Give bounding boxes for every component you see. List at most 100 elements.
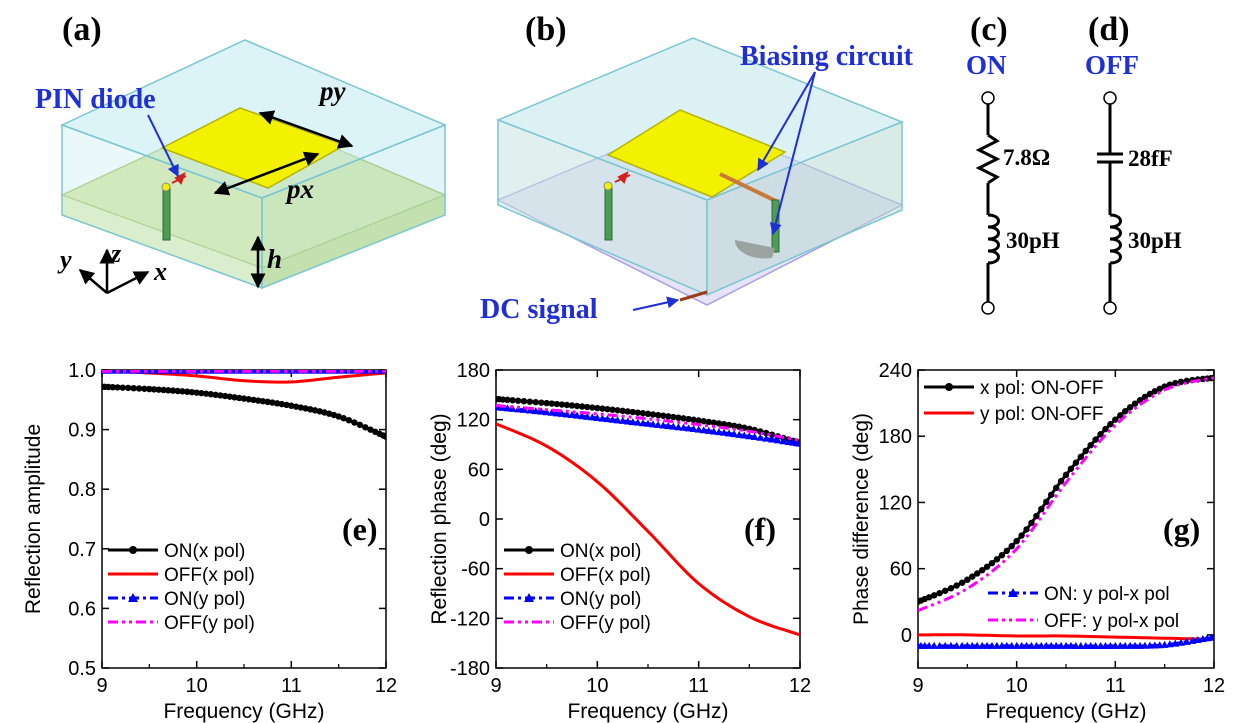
data-point [644,410,652,418]
data-point [250,396,257,404]
dim-px-label: px [285,174,314,204]
x-axis-label: Frequency (GHz) [985,700,1146,723]
data-point [552,409,561,417]
data-point [198,389,205,397]
y-tick-label: 180 [457,360,490,382]
data-point [1082,447,1089,455]
data-point [207,391,215,398]
data-point [212,391,219,399]
data-point [745,432,754,440]
data-point [169,387,177,394]
data-point [614,407,621,414]
panel-a-unit-cell: (a) py px h PIN diode y z x [35,11,447,295]
y-tick-label: 60 [468,459,490,481]
data-point [1097,431,1104,438]
y-tick-label: 120 [879,492,912,514]
unit-cell-figure: (a) py px h PIN diode y z x [35,11,1182,325]
data-point [273,400,281,407]
data-point [184,388,191,395]
y-tick-label: -180 [450,658,490,680]
x-tick-label: 11 [688,675,709,697]
legend-item-x-pol-on-off: x pol: ON-OFF [924,378,1104,399]
data-point [930,592,938,599]
data-point [649,420,658,428]
data-point [736,423,743,430]
data-point [685,415,692,423]
data-point [947,585,955,592]
y-tick-label: 180 [879,426,912,448]
data-point [725,421,733,429]
data-point [269,399,276,406]
data-point [1131,400,1139,407]
data-point [584,403,591,411]
data-point [532,398,539,406]
data-point [283,401,290,409]
data-point [768,435,777,443]
data-point [578,403,586,410]
data-point [694,425,703,433]
coordinate-axes: y z x [57,239,167,295]
data-point [562,410,571,418]
data-point [292,403,300,410]
data-point [135,385,143,392]
x-tick-label: 12 [375,675,397,697]
data-point [1028,519,1035,527]
data-point [335,413,342,420]
data-point [547,408,556,416]
panel-label: (f) [744,511,776,547]
data-point [941,641,950,649]
legend-item-off-y-pol: OFF(y pol) [504,613,651,634]
legend-item-y-pol-on-off: y pol: ON-OFF [924,404,1104,425]
y-axis-label: Reflection amplitude [22,424,45,614]
via-b [604,187,613,241]
data-point [1077,453,1084,460]
legend-label: OFF(x pol) [560,565,651,586]
data-point [669,422,678,430]
pin-diode-label: PIN diode [35,84,156,115]
y-tick-label: 240 [879,360,912,382]
biasing-line [719,172,777,203]
data-point [654,420,663,428]
series-line-on-x-pol [102,385,386,439]
data-point [345,417,353,424]
x-tick-label: 12 [789,675,811,697]
data-point [593,414,602,422]
legend-item-off-y-pol-x-pol: OFF: y pol-x pol [988,611,1179,632]
data-point [526,398,534,405]
x-tick-label: 10 [1006,675,1028,697]
legend-item-on-x-pol: ON(x pol) [108,541,245,562]
data-point [255,397,262,404]
data-point [773,436,782,444]
data-point [936,589,943,597]
y-tick-label: 0.9 [68,420,96,442]
legend-label: OFF: y pol-x pol [1044,611,1179,632]
y-tick-label: 0.7 [68,539,96,561]
y-tick-label: -120 [450,608,490,630]
data-point [644,419,652,427]
data-point [537,407,546,415]
dim-h-label: h [267,244,282,274]
data-point [174,387,181,395]
data-point [1107,421,1114,428]
data-point [629,408,636,416]
data-point [740,431,749,439]
inductor-value-on: 30pH [1006,228,1060,253]
data-point [236,394,243,402]
data-point [114,384,121,391]
data-point [715,420,723,427]
y-tick-label: 60 [890,559,912,581]
data-point [1151,388,1158,395]
data-point [654,411,662,419]
legend-label: OFF(x pol) [164,565,255,586]
data-point [964,576,971,583]
legend-label: ON(x pol) [560,541,641,562]
inductor-symbol-off [1109,213,1122,265]
data-point [618,416,627,424]
data-point [202,390,210,397]
data-point [367,426,374,433]
data-point [504,396,511,404]
data-point [1003,547,1010,555]
data-point [525,406,534,414]
data-point [730,430,739,438]
